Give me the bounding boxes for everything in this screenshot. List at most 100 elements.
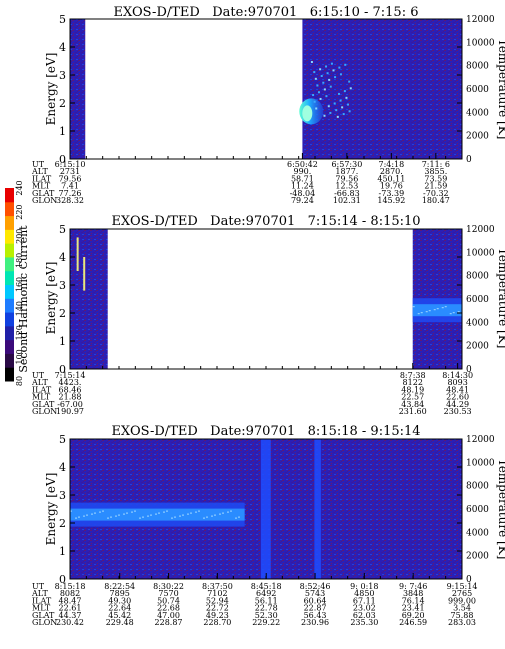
colorbar: Second Harmonic Current 80 100 120 140 160 18… xyxy=(5,180,30,386)
table-cell: 231.60 xyxy=(399,407,427,416)
heatmap-band-speckle xyxy=(83,515,85,517)
y2-tick-label: 10000 xyxy=(466,38,495,48)
y-tick-label: 5 xyxy=(59,13,66,26)
table-cell: 52.30 xyxy=(255,611,278,620)
heatmap-band-speckle xyxy=(230,510,232,512)
table-row-label: GLAT xyxy=(32,400,55,409)
y-tick-label: 1 xyxy=(59,125,66,138)
y2-tick-label: 4000 xyxy=(466,318,489,328)
table-cell: 48.19 xyxy=(401,385,424,394)
panel-2-y2label: Temperature [K] xyxy=(496,248,505,349)
y2-tick-label: 8000 xyxy=(466,62,489,72)
table-cell: 229.22 xyxy=(252,618,280,627)
y-tick-label: 3 xyxy=(59,279,66,292)
colorbar-cell xyxy=(5,298,14,313)
y2-tick-label: 2000 xyxy=(466,132,489,142)
heatmap-band-speckle xyxy=(222,512,224,514)
heatmap-point xyxy=(338,66,341,69)
heatmap-point xyxy=(312,94,315,97)
heatmap-band-speckle xyxy=(110,516,112,518)
y-tick-label: 3 xyxy=(59,69,66,82)
table-cell: 67.11 xyxy=(353,596,376,605)
table-cell: 8:22:54 xyxy=(104,582,135,591)
panel-1: EXOS-D/TED Date:970701 6:15:10 - 7:15: 6… xyxy=(31,5,505,205)
table-cell: 1877. xyxy=(335,167,358,176)
heatmap-point xyxy=(335,109,338,112)
table-cell: 9: 0:18 xyxy=(350,582,378,591)
table-cell: 228.87 xyxy=(155,618,183,627)
heatmap-band-speckle xyxy=(139,517,141,519)
y-tick-label: 5 xyxy=(59,223,66,236)
heatmap-point xyxy=(329,85,332,88)
heatmap-band-speckle xyxy=(206,516,208,518)
heatmap-band-speckle xyxy=(150,514,152,516)
y2-tick-label: 12000 xyxy=(466,225,495,235)
heatmap-band xyxy=(70,508,245,521)
y-tick-label: 0 xyxy=(59,363,66,376)
heatmap-band-speckle xyxy=(171,517,173,519)
heatmap-point xyxy=(317,91,320,94)
table-cell: -48.04 xyxy=(290,189,316,198)
table-cell: 21.59 xyxy=(424,182,447,191)
y2-tick-label: 6000 xyxy=(466,505,489,515)
table-cell: 8122 xyxy=(403,378,423,387)
panel-1-title: EXOS-D/TED Date:970701 6:15:10 - 7:15: 6 xyxy=(114,5,419,20)
colorbar-cells xyxy=(5,188,14,382)
colorbar-tick-label: 180 xyxy=(15,253,24,268)
heatmap-point xyxy=(334,76,337,79)
table-cell: -70.32 xyxy=(423,189,449,198)
table-cell: 8:45:18 xyxy=(251,582,282,591)
y-tick-label: 4 xyxy=(59,461,66,474)
table-cell: 8:37:50 xyxy=(202,582,233,591)
table-cell: 2765 xyxy=(452,589,472,598)
heatmap-point xyxy=(348,110,351,113)
heatmap-band-speckle xyxy=(444,306,447,308)
table-cell: 23.41 xyxy=(402,604,425,613)
table-row-label: MLT xyxy=(32,393,51,402)
table-cell: 68.46 xyxy=(59,385,82,394)
table-cell: 22.68 xyxy=(157,604,180,613)
table-cell: 8:7:38 xyxy=(400,371,426,380)
colorbar-cell xyxy=(5,243,14,258)
heatmap-point xyxy=(325,65,328,68)
table-cell: 45.42 xyxy=(108,611,131,620)
y2-tick-label: 2000 xyxy=(466,342,489,352)
table-cell: 230.96 xyxy=(301,618,329,627)
heatmap-blob-core xyxy=(302,105,313,122)
panel-2-ylabel: Energy [eV] xyxy=(44,262,58,335)
heatmap-column xyxy=(260,439,271,579)
heatmap-point xyxy=(329,111,332,114)
panel-2-heatmap xyxy=(70,229,462,369)
table-cell: 102.31 xyxy=(333,196,361,205)
table-cell: 145.92 xyxy=(377,196,405,205)
heatmap-point xyxy=(319,68,322,71)
table-cell: 47.00 xyxy=(157,611,180,620)
table-cell: 7:11: 6 xyxy=(422,160,450,169)
table-cell: 228.70 xyxy=(203,618,231,627)
heatmap-band-speckle xyxy=(102,510,104,512)
heatmap-band-speckle xyxy=(86,514,88,516)
table-cell: 48.41 xyxy=(446,385,469,394)
table-cell: -73.39 xyxy=(379,189,405,198)
table-cell: 76.14 xyxy=(402,596,425,605)
heatmap-band-speckle xyxy=(70,510,72,512)
table-cell: 8093 xyxy=(447,378,467,387)
panel-1-y2label: Temperature [K] xyxy=(496,39,505,140)
heatmap-band-speckle xyxy=(182,514,184,516)
heatmap-segment xyxy=(302,19,462,159)
table-cell: 11.24 xyxy=(291,182,314,191)
heatmap-point xyxy=(323,88,326,91)
heatmap-band-speckle xyxy=(179,515,181,517)
heatmap-band-speckle xyxy=(99,511,101,513)
heatmap-band-speckle xyxy=(118,514,120,516)
colorbar-ticks: 80 100 120 140 160 180 200 220 240 xyxy=(15,180,24,386)
heatmap-band-speckle xyxy=(147,515,149,517)
table-cell: 6:15:10 xyxy=(55,160,86,169)
y-tick-label: 4 xyxy=(59,251,66,264)
heatmap-point xyxy=(343,90,346,93)
y-tick-label: 1 xyxy=(59,545,66,558)
table-cell: 12.53 xyxy=(335,182,358,191)
heatmap-point xyxy=(320,75,323,77)
table-cell: 3855. xyxy=(424,167,447,176)
table-cell: 43.84 xyxy=(401,400,424,409)
